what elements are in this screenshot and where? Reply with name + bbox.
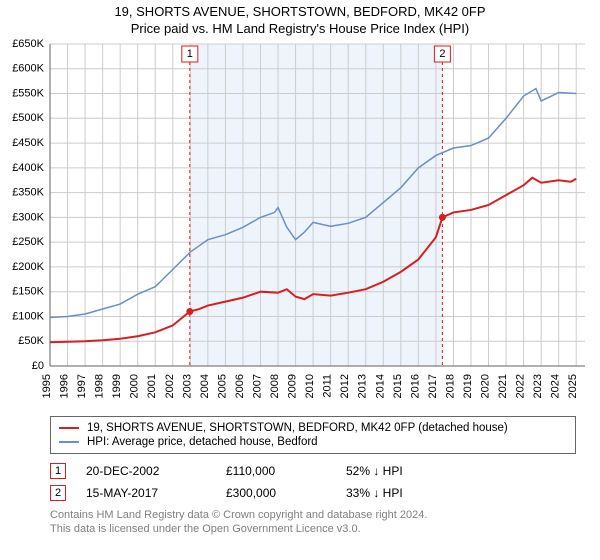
sale-marker-label: 2 [439,48,445,60]
x-tick-label: 2011 [322,374,334,398]
title-block: 19, SHORTS AVENUE, SHORTSTOWN, BEDFORD, … [0,0,600,36]
legend-label: 19, SHORTS AVENUE, SHORTSTOWN, BEDFORD, … [87,422,508,434]
chart-container: 19, SHORTS AVENUE, SHORTSTOWN, BEDFORD, … [0,0,600,560]
x-tick-label: 2021 [497,374,509,398]
x-tick-label: 2020 [480,374,492,398]
x-tick-label: 2005 [216,374,228,398]
legend-box: 19, SHORTS AVENUE, SHORTSTOWN, BEDFORD, … [50,416,576,454]
sale-info-pct: 52% ↓ HPI [346,464,403,478]
x-tick-label: 2008 [269,374,281,398]
y-tick-label: £450K [12,137,44,149]
x-tick-label: 2019 [462,374,474,398]
sale-info-price: £300,000 [226,486,346,500]
y-tick-label: £400K [12,162,44,174]
sale-info-row: 1 20-DEC-2002£110,00052% ↓ HPI [50,460,576,482]
plot-area: £0 £50K £100K £150K £200K £250K £300K £350K £400… [0,36,600,414]
x-tick-label: 2024 [550,374,562,398]
sale-info-marker: 1 [50,463,66,479]
sale-dot [439,214,446,221]
sale-info-row: 2 15-MAY-2017£300,00033% ↓ HPI [50,482,576,504]
sale-dot [186,308,193,315]
y-tick-label: £500K [12,112,44,124]
sale-info-rows: 1 20-DEC-2002£110,00052% ↓ HPI 2 15-MAY-201… [0,454,600,504]
sale-info-date: 15-MAY-2017 [86,486,226,500]
legend-label: HPI: Average price, detached house, Bedf… [87,436,318,448]
x-tick-label: 2014 [374,374,386,398]
x-tick-label: 2006 [234,374,246,398]
sale-marker-label: 1 [187,48,193,60]
x-tick-label: 1996 [59,374,71,398]
y-tick-label: £0 [32,360,44,372]
sale-info-marker: 2 [50,485,66,501]
x-tick-label: 2022 [515,374,527,398]
x-tick-label: 2015 [392,374,404,398]
x-tick-label: 2010 [304,374,316,398]
shaded-region [190,44,443,366]
legend-swatch [59,427,79,429]
x-tick-label: 2017 [427,374,439,398]
y-tick-label: £550K [12,87,44,99]
y-tick-label: £650K [12,38,44,50]
y-tick-label: £250K [12,236,44,248]
y-tick-label: £50K [18,335,44,347]
x-tick-label: 1998 [94,374,106,398]
title-address: 19, SHORTS AVENUE, SHORTSTOWN, BEDFORD, … [0,4,600,19]
x-tick-label: 2025 [567,374,579,398]
y-tick-label: £100K [12,310,44,322]
x-tick-label: 1995 [41,374,53,398]
x-tick-label: 2003 [181,374,193,398]
line-chart-svg: £0 £50K £100K £150K £200K £250K £300K £350K £400… [0,36,600,414]
legend-row: HPI: Average price, detached house, Bedf… [59,435,567,449]
x-tick-label: 1999 [111,374,123,398]
y-tick-label: £300K [12,211,44,223]
x-tick-label: 2016 [409,374,421,398]
sale-info-date: 20-DEC-2002 [86,464,226,478]
x-tick-label: 2023 [532,374,544,398]
footer-line1: Contains HM Land Registry data © Crown c… [50,508,576,522]
x-tick-label: 2000 [129,374,141,398]
y-tick-label: £600K [12,63,44,75]
y-tick-label: £150K [12,286,44,298]
y-tick-label: £200K [12,261,44,273]
legend-row: 19, SHORTS AVENUE, SHORTSTOWN, BEDFORD, … [59,421,567,435]
sale-info-pct: 33% ↓ HPI [346,486,403,500]
legend-block: 19, SHORTS AVENUE, SHORTSTOWN, BEDFORD, … [0,414,600,454]
x-tick-label: 2007 [251,374,263,398]
y-tick-label: £350K [12,187,44,199]
legend-swatch [59,441,79,443]
x-tick-label: 2013 [357,374,369,398]
x-tick-label: 2012 [339,374,351,398]
x-tick-label: 2004 [199,374,211,398]
footer-line2: This data is licensed under the Open Gov… [50,522,576,536]
x-tick-label: 2001 [146,374,158,398]
x-tick-label: 2009 [287,374,299,398]
footer-text: Contains HM Land Registry data © Crown c… [0,504,600,537]
x-tick-label: 2002 [164,374,176,398]
x-tick-label: 2018 [444,374,456,398]
sale-info-price: £110,000 [226,464,346,478]
x-tick-label: 1997 [76,374,88,398]
title-subtitle: Price paid vs. HM Land Registry's House … [0,19,600,36]
